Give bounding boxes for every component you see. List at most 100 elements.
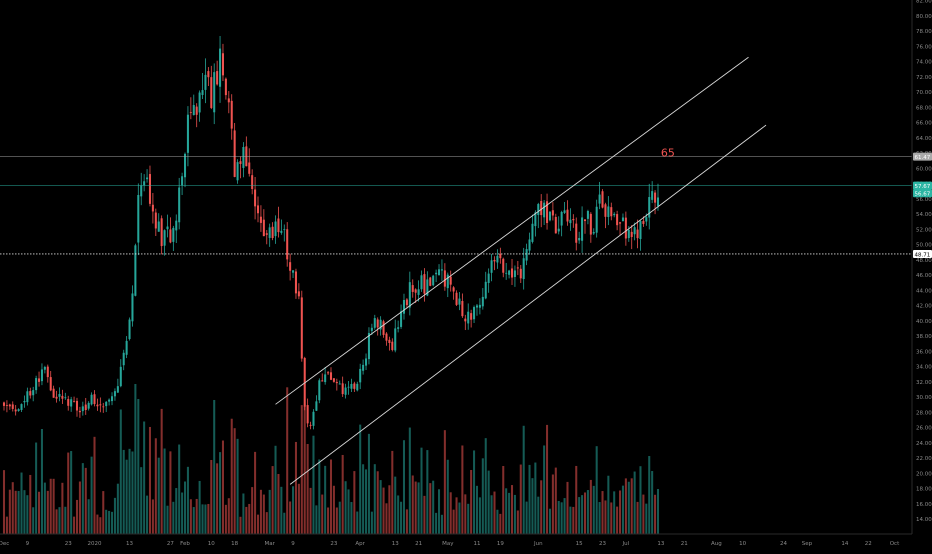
price-tick-label: 26.00 [916, 426, 932, 432]
volume-bar [297, 483, 300, 534]
volume-bar [111, 511, 114, 534]
volume-bar [233, 428, 236, 534]
candle-body [49, 377, 52, 391]
candle-body [73, 400, 76, 402]
candle-body [537, 204, 540, 216]
time-axis[interactable]: Dec 9 23 2020 13 27 Feb 10 18 Mar 9 23 Apr 13 21 May 11 1… [0, 541, 900, 547]
candle-body [423, 274, 426, 294]
candle-body [277, 218, 280, 233]
candle-body [502, 258, 505, 273]
volume-bar [55, 509, 58, 534]
candle-body [636, 229, 639, 239]
candle-body [297, 291, 300, 297]
candle-body [5, 405, 8, 406]
time-tick-label: 13 [392, 541, 399, 547]
candle-body [140, 185, 143, 197]
volume-bar [201, 504, 204, 534]
volume-bar [236, 438, 239, 534]
volume-bar [73, 516, 76, 534]
candle-body [388, 339, 391, 343]
candle-body [645, 217, 648, 222]
candle-body [575, 223, 578, 243]
volume-bar [40, 429, 43, 534]
candle-body [52, 388, 55, 398]
volume-bar [2, 470, 6, 534]
volume-bar [572, 506, 575, 534]
volume-bar [414, 481, 417, 534]
candle-body [367, 332, 370, 360]
volume-bar [148, 426, 152, 534]
time-tick-label: 13 [126, 541, 133, 547]
volume-bar [67, 452, 70, 534]
volume-bar [256, 514, 260, 534]
candle-body [204, 74, 207, 90]
volume-bar [163, 448, 166, 534]
volume-bar [183, 481, 187, 534]
candle-body [113, 391, 116, 397]
candle-body [435, 272, 438, 275]
price-axis[interactable]: 14.00 16.00 18.00 20.00 22.00 24.00 26.00 28.00… [916, 0, 932, 523]
volume-bar [642, 494, 645, 534]
volume-bar [353, 471, 356, 534]
price-tick-label: 48.00 [916, 258, 932, 264]
volume-bar [502, 465, 505, 534]
candle-body [405, 299, 408, 306]
volume-bar [344, 481, 347, 534]
candle-body [420, 275, 423, 290]
volume-bar [402, 440, 406, 534]
price-tick-label: 80.00 [916, 14, 932, 20]
price-tick-label: 76.00 [916, 44, 932, 50]
candle-body [335, 381, 338, 384]
candle-body [531, 223, 534, 242]
volume-bar [108, 510, 111, 534]
candle-body [55, 396, 58, 399]
volume-bar [14, 490, 17, 534]
volume-bar [592, 485, 595, 534]
volume-bar [429, 483, 432, 534]
volume-bar [522, 425, 525, 534]
volume-bar [391, 450, 394, 534]
candle-body [414, 289, 417, 293]
candle-body [236, 162, 239, 181]
volume-bar [408, 427, 411, 534]
candle-body [370, 327, 373, 331]
volume-bar [181, 492, 184, 534]
candle-body [496, 255, 499, 263]
volume-bar [75, 499, 79, 534]
candle-body [630, 231, 633, 238]
candle-body [23, 400, 26, 403]
volume-bar [534, 462, 537, 534]
candle-body [93, 394, 96, 405]
volume-bar [262, 494, 265, 534]
candle-body [116, 386, 119, 393]
volume-bar [265, 512, 268, 534]
volume-bar [417, 482, 420, 534]
candle-body [283, 229, 286, 231]
price-tick-label: 24.00 [916, 441, 932, 447]
candle-body [125, 340, 128, 355]
candle-body [589, 213, 592, 235]
volume-bar [604, 500, 607, 534]
volume-bar [478, 497, 481, 534]
candle-body [633, 227, 636, 235]
candle-body [58, 394, 61, 397]
volume-bar [467, 503, 470, 534]
candle-body [458, 298, 461, 305]
time-tick-label: Mar [264, 541, 275, 547]
time-tick-label: 27 [167, 541, 174, 547]
time-tick-label: 18 [231, 541, 238, 547]
volume-bar [528, 464, 531, 534]
candle-body [440, 269, 443, 271]
volume-bar [616, 506, 619, 534]
volume-bar [154, 438, 157, 534]
volume-bar [259, 489, 262, 534]
volume-bar [8, 489, 11, 534]
volume-bar [292, 486, 295, 534]
volume-bar [359, 424, 362, 534]
volume-bar [435, 512, 438, 534]
candle-body [642, 220, 645, 224]
volume-bar [461, 445, 464, 534]
volume-bar [70, 451, 73, 534]
